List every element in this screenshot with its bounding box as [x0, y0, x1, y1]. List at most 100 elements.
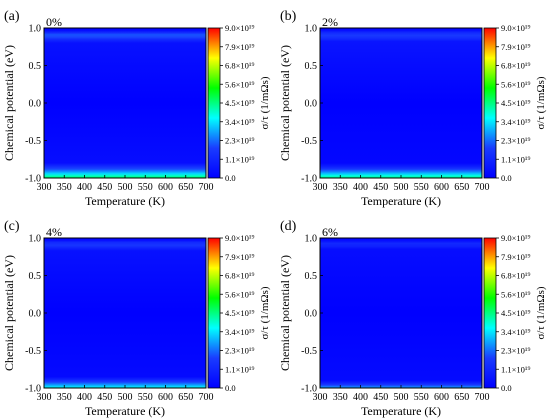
panel-0: 0.0 1.1×10¹⁹ 2.3×10¹⁹ 3.4×10¹⁹ 4.5×10¹⁹ 5.6×1…: [2, 9, 271, 208]
x-tick-label: 500: [118, 182, 133, 193]
colorbar-tick-label: 1.1×10¹⁹: [501, 364, 530, 374]
x-tick-label: 300: [313, 182, 328, 193]
colorbar-tick-label: 0.0: [225, 383, 236, 393]
x-tick-label: 650: [178, 392, 193, 403]
colorbar-tick-label: 4.5×10¹⁹: [225, 308, 254, 318]
colorbar: [207, 27, 221, 179]
y-axis-label: Chemical potential (eV): [278, 45, 292, 161]
colorbar-tick-label: 9.0×10¹⁹: [501, 23, 530, 33]
y-axis-label: Chemical potential (eV): [278, 255, 292, 371]
x-tick-label: 300: [37, 182, 52, 193]
colorbar-tick-label: 4.5×10¹⁹: [225, 98, 254, 108]
colorbar-label: σ/τ (1/mΩs): [535, 76, 547, 129]
colorbar-tick-label: 2.3×10¹⁹: [225, 136, 254, 146]
panel-label: (d): [280, 219, 297, 234]
x-tick-label: 700: [199, 392, 214, 403]
colorbar-tick-label: 2.3×10¹⁹: [501, 346, 530, 356]
x-tick-label: 650: [178, 182, 193, 193]
y-tick-label: -1.0: [25, 384, 41, 395]
x-axis-label: Temperature (K): [85, 194, 165, 208]
heatmap: [44, 238, 206, 388]
colorbar-tick-label: 7.9×10¹⁹: [225, 42, 254, 52]
colorbar: [483, 27, 497, 179]
x-tick-label: 400: [77, 392, 92, 403]
colorbar-tick-label: 2.3×10¹⁹: [225, 346, 254, 356]
y-tick-label: -1.0: [25, 174, 41, 185]
x-tick-label: 550: [414, 182, 429, 193]
y-tick-label: -0.5: [301, 136, 317, 147]
panel-label: (c): [4, 219, 20, 234]
heatmap: [320, 238, 482, 388]
colorbar-tick-label: 7.9×10¹⁹: [501, 42, 530, 52]
colorbar-tick-label: 5.6×10¹⁹: [225, 289, 254, 299]
x-tick-label: 450: [97, 392, 112, 403]
colorbar-tick-label: 6.8×10¹⁹: [501, 61, 530, 71]
panel-1: 0.0 1.1×10¹⁹ 2.3×10¹⁹ 3.4×10¹⁹ 4.5×10¹⁹ 5.6×1…: [278, 9, 547, 208]
colorbar-tick-label: 9.0×10¹⁹: [225, 233, 254, 243]
y-tick-label: 0.0: [29, 99, 42, 110]
panel-label: (a): [4, 9, 20, 24]
x-axis-label: Temperature (K): [361, 404, 441, 418]
y-tick-label: 1.0: [305, 234, 318, 245]
colorbar-tick-label: 6.8×10¹⁹: [225, 61, 254, 71]
y-tick-label: 0.0: [305, 99, 318, 110]
x-tick-label: 700: [475, 182, 490, 193]
colorbar-tick-label: 6.8×10¹⁹: [501, 271, 530, 281]
colorbar-tick-label: 1.1×10¹⁹: [501, 154, 530, 164]
x-tick-label: 450: [97, 182, 112, 193]
x-tick-label: 600: [158, 182, 173, 193]
y-tick-label: 1.0: [305, 24, 318, 35]
y-tick-label: -0.5: [301, 346, 317, 357]
x-tick-label: 600: [434, 182, 449, 193]
y-tick-label: 0.5: [305, 61, 318, 72]
colorbar-tick-label: 0.0: [501, 383, 512, 393]
x-tick-label: 650: [454, 392, 469, 403]
x-axis-label: Temperature (K): [361, 194, 441, 208]
x-tick-label: 700: [475, 392, 490, 403]
y-tick-label: 0.5: [29, 271, 42, 282]
x-tick-label: 300: [313, 392, 328, 403]
y-axis-label: Chemical potential (eV): [2, 45, 16, 161]
x-tick-label: 350: [57, 182, 72, 193]
y-tick-label: -0.5: [25, 136, 41, 147]
x-tick-label: 500: [394, 392, 409, 403]
y-tick-label: -0.5: [25, 346, 41, 357]
colorbar: [483, 237, 497, 389]
doping-annotation: 6%: [322, 225, 338, 239]
x-tick-label: 550: [414, 392, 429, 403]
x-tick-label: 400: [353, 392, 368, 403]
colorbar: [207, 237, 221, 389]
heatmap: [44, 28, 206, 178]
colorbar-tick-label: 2.3×10¹⁹: [501, 136, 530, 146]
doping-annotation: 2%: [322, 15, 338, 29]
colorbar-tick-label: 5.6×10¹⁹: [501, 79, 530, 89]
colorbar-tick-label: 4.5×10¹⁹: [501, 308, 530, 318]
x-tick-label: 700: [199, 182, 214, 193]
panel-2: 0.0 1.1×10¹⁹ 2.3×10¹⁹ 3.4×10¹⁹ 4.5×10¹⁹ 5.6×1…: [2, 219, 271, 418]
x-tick-label: 400: [77, 182, 92, 193]
x-axis-label: Temperature (K): [85, 404, 165, 418]
x-tick-label: 550: [138, 392, 153, 403]
x-tick-label: 300: [37, 392, 52, 403]
x-tick-label: 350: [57, 392, 72, 403]
y-tick-label: -1.0: [301, 384, 317, 395]
panel-3: 0.0 1.1×10¹⁹ 2.3×10¹⁹ 3.4×10¹⁹ 4.5×10¹⁹ 5.6×1…: [278, 219, 547, 418]
x-tick-label: 600: [158, 392, 173, 403]
x-tick-label: 350: [333, 392, 348, 403]
heatmap: [320, 28, 482, 178]
x-tick-label: 600: [434, 392, 449, 403]
y-tick-label: 1.0: [29, 24, 42, 35]
colorbar-tick-label: 0.0: [225, 173, 236, 183]
y-tick-label: 1.0: [29, 234, 42, 245]
y-tick-label: 0.5: [29, 61, 42, 72]
colorbar-tick-label: 3.4×10¹⁹: [501, 327, 530, 337]
colorbar-tick-label: 3.4×10¹⁹: [225, 117, 254, 127]
colorbar-tick-label: 4.5×10¹⁹: [501, 98, 530, 108]
x-tick-label: 450: [373, 182, 388, 193]
colorbar-tick-label: 0.0: [501, 173, 512, 183]
colorbar-tick-label: 1.1×10¹⁹: [225, 154, 254, 164]
colorbar-tick-label: 7.9×10¹⁹: [501, 252, 530, 262]
x-tick-label: 450: [373, 392, 388, 403]
x-tick-label: 650: [454, 182, 469, 193]
